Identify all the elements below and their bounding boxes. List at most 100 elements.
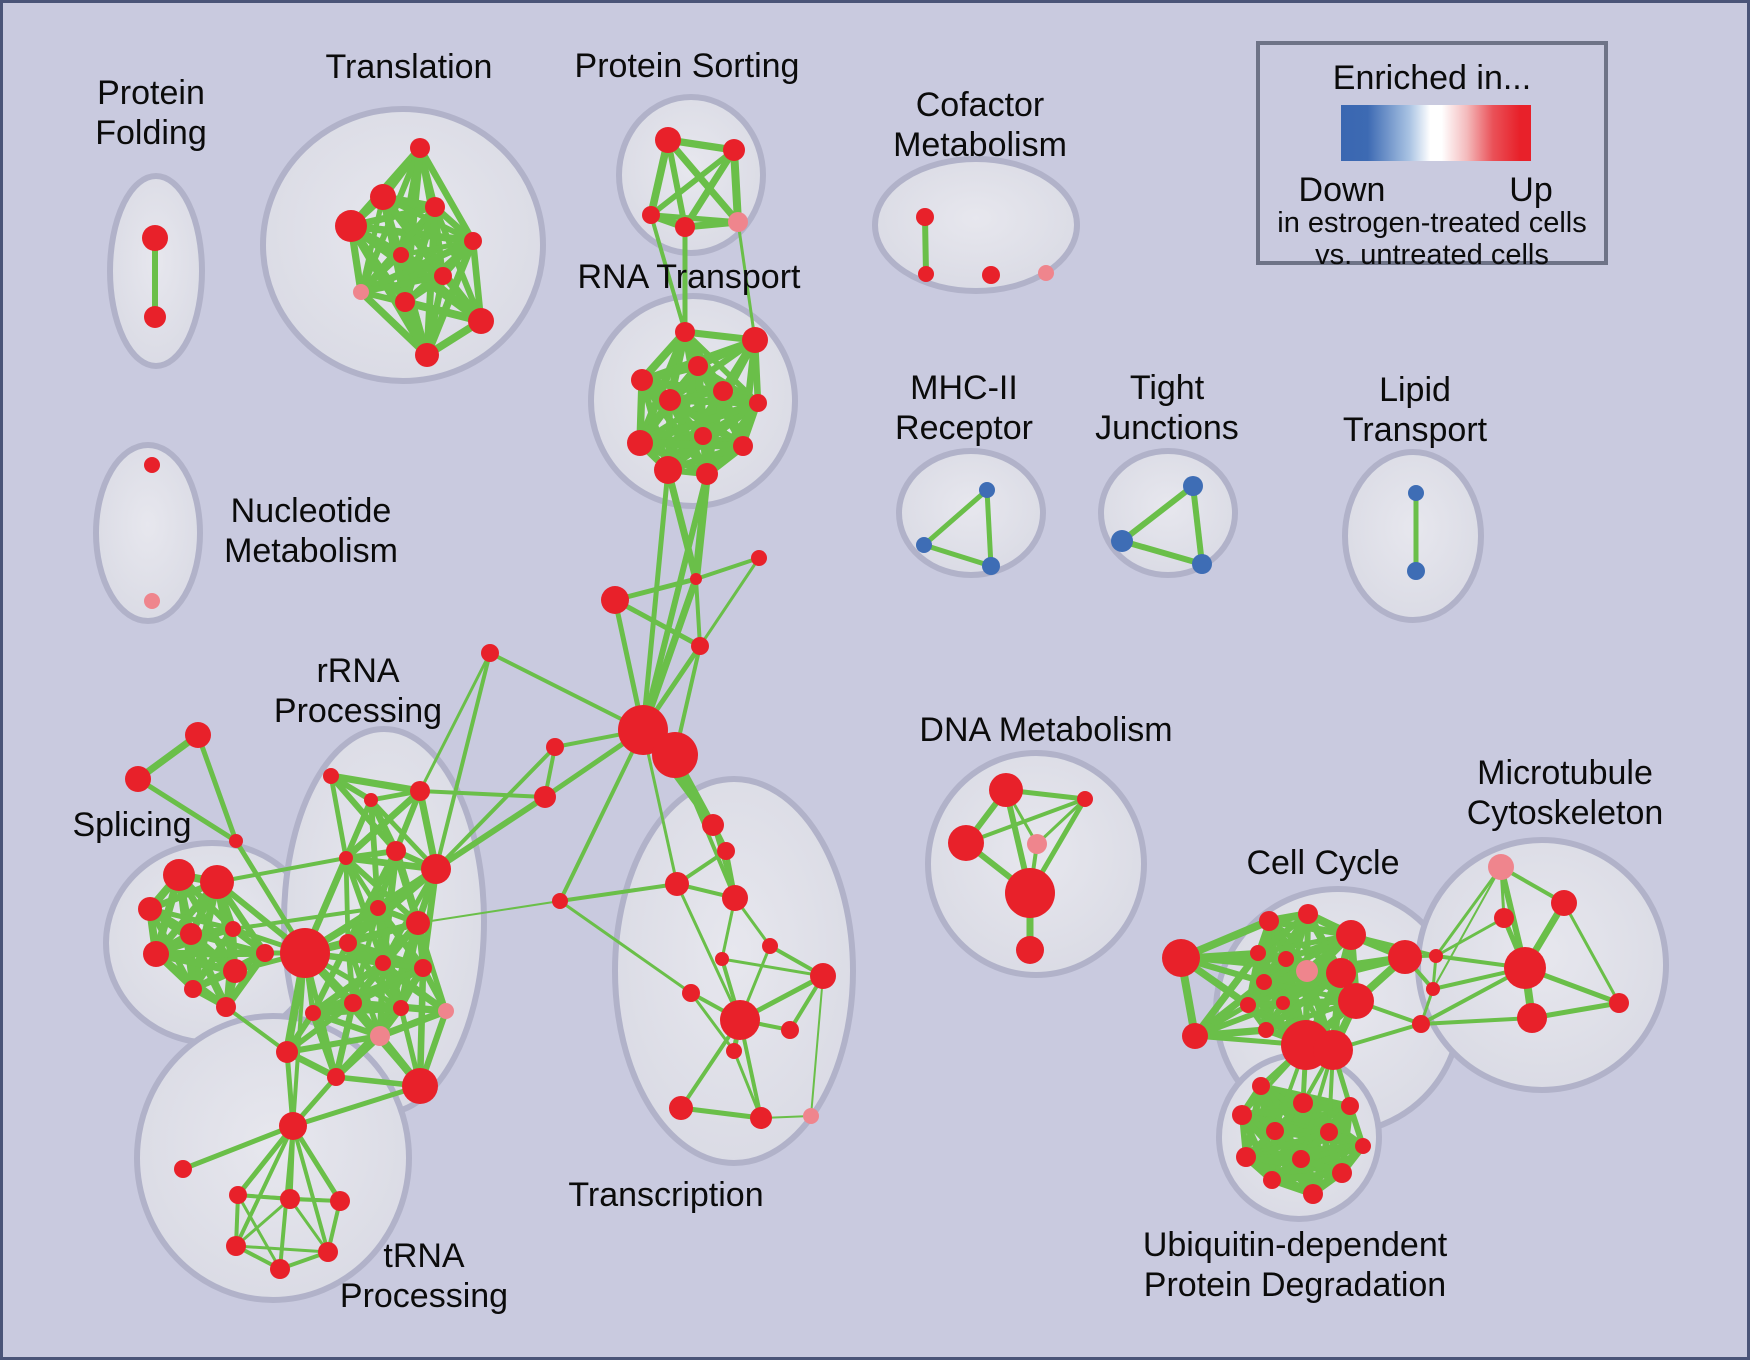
legend-box: Enriched in... Down Up in estrogen-treat…: [1256, 41, 1608, 270]
network-edge: [302, 950, 423, 1089]
network-edge: [730, 146, 742, 226]
mhc-ii-receptor-label: Receptor: [895, 409, 1033, 447]
network-edge: [1262, 969, 1345, 1034]
network-node: [1256, 974, 1272, 990]
network-edge: [720, 957, 825, 978]
network-edge: [357, 288, 431, 359]
network-node: [364, 793, 378, 807]
network-node: [1111, 530, 1133, 552]
network-edge: [1434, 865, 1503, 958]
network-edge: [984, 487, 994, 569]
network-edge: [332, 1032, 384, 1081]
network-node: [982, 266, 1000, 284]
network-node: [682, 984, 700, 1002]
network-edge: [290, 1083, 423, 1129]
network-node: [339, 851, 353, 865]
network-node: [330, 1191, 350, 1211]
network-node: [1551, 890, 1577, 916]
network-node: [916, 537, 932, 553]
network-node: [200, 865, 234, 899]
network-edge: [224, 1005, 289, 1054]
network-node: [916, 208, 934, 226]
network-node: [279, 1112, 307, 1140]
network-edge: [1434, 916, 1506, 958]
network-node: [1407, 562, 1425, 580]
network-node: [631, 369, 653, 391]
network-node: [989, 773, 1023, 807]
network-node: [402, 1068, 438, 1104]
network-node: [353, 284, 369, 300]
network-edge: [664, 136, 742, 226]
network-edge: [434, 745, 557, 871]
network-node: [395, 292, 415, 312]
mhc-ii-receptor-ellipse: [896, 448, 1046, 578]
network-node: [720, 1000, 760, 1040]
trna-processing-label: tRNA: [383, 1237, 465, 1275]
network-edge: [290, 1123, 343, 1204]
network-node: [1408, 485, 1424, 501]
network-node: [1077, 791, 1093, 807]
network-node: [229, 1186, 247, 1204]
network-node: [552, 893, 568, 909]
mhc-ii-receptor-label: MHC-II: [910, 369, 1018, 407]
network-node: [138, 897, 162, 921]
network-node: [1388, 940, 1422, 974]
network-edge: [180, 1123, 296, 1172]
network-node: [425, 197, 445, 217]
network-edge: [152, 949, 269, 958]
network-node: [1276, 996, 1290, 1010]
network-edge: [215, 856, 348, 884]
protein-sorting-label: Protein Sorting: [575, 47, 800, 85]
network-edge: [640, 471, 710, 733]
legend-gradient-bar: [1341, 105, 1531, 161]
network-node: [305, 1005, 321, 1021]
network-edge: [416, 964, 427, 1090]
network-node: [1341, 1097, 1359, 1115]
network-node: [256, 944, 274, 962]
network-node: [180, 923, 202, 945]
network-edge: [664, 466, 700, 583]
network-node: [1038, 265, 1054, 281]
network-edge: [639, 575, 700, 734]
trna-processing-label: Processing: [340, 1277, 508, 1315]
network-node: [185, 722, 211, 748]
network-edge: [694, 577, 702, 648]
network-node: [715, 952, 729, 966]
network-node: [406, 911, 430, 935]
network-node: [410, 781, 430, 801]
network-edge: [189, 925, 237, 993]
network-node: [1517, 1003, 1547, 1033]
network-edge: [641, 728, 679, 886]
network-node: [414, 959, 432, 977]
network-edge: [347, 222, 431, 359]
network-edge: [558, 728, 645, 903]
network-node: [125, 766, 151, 792]
network-edge: [417, 900, 561, 924]
cofactor-metabolism-label: Cofactor: [916, 86, 1045, 124]
network-node: [1303, 1184, 1323, 1204]
network-node: [675, 322, 695, 342]
network-node: [1183, 476, 1203, 496]
network-node: [1240, 997, 1256, 1013]
network-node: [1332, 1163, 1352, 1183]
network-node: [1313, 1030, 1353, 1070]
splicing-label: Splicing: [72, 806, 191, 844]
network-edge: [612, 597, 703, 649]
network-edge: [236, 1193, 282, 1271]
network-node: [1412, 1015, 1430, 1033]
network-node: [1504, 947, 1546, 989]
network-edge: [964, 797, 1087, 845]
network-edge: [665, 137, 688, 230]
microtubule-cytoskeleton-label: Microtubule: [1477, 754, 1653, 792]
rrna-processing-label: Processing: [274, 692, 442, 730]
network-edge: [344, 847, 400, 947]
network-node: [1338, 983, 1374, 1019]
network-edge: [1119, 538, 1205, 567]
network-node: [696, 463, 718, 485]
network-edge: [376, 1007, 450, 1040]
network-edge: [1191, 949, 1262, 1040]
network-node: [749, 394, 767, 412]
network-edge: [235, 1123, 296, 1198]
network-node: [1236, 1147, 1256, 1167]
